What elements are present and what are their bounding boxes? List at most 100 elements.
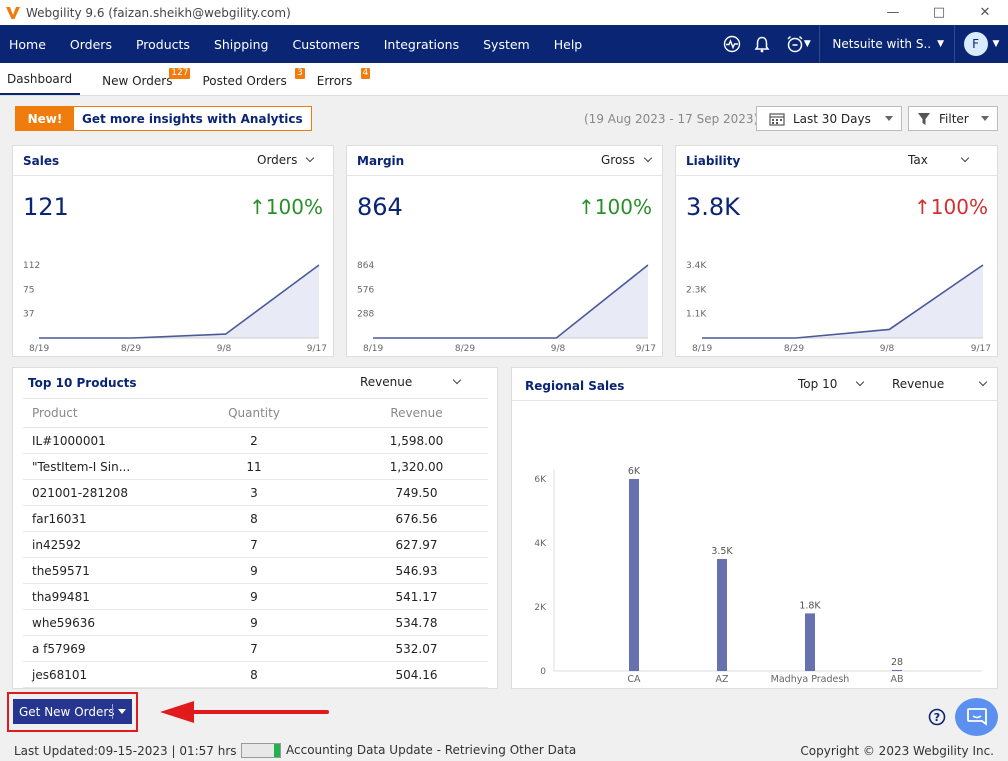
user-menu[interactable]: F ▼ [954,25,1008,63]
regional-sales-card: Regional Sales Top 10 Revenue 6K 4K 2K 0 6K C… [511,367,998,689]
tab-label: Dashboard [7,72,73,86]
product-cell: in42592 [32,537,82,552]
caret-down-icon [885,116,893,121]
period-dropdown[interactable]: Last 30 Days [756,106,902,131]
kpi-change: ↑100% [578,195,652,219]
margin-card: Margin Gross 864 ↑100% 864 576 288 8/19 8/29… [346,145,663,357]
alarm-clock-icon[interactable]: ▼ [777,25,819,63]
nav-home[interactable]: Home [9,36,46,52]
top-n-selector[interactable]: Top 10 [798,377,865,391]
x-tick-label: 8/19 [363,344,383,354]
last-updated: Last Updated:09-15-2023 | 01:57 hrs | [14,744,245,758]
table-row[interactable]: 021001-281208 3 749.50 [23,480,488,506]
get-new-orders-button[interactable]: Get New Orders [13,699,132,724]
metric-selector[interactable]: Revenue [360,375,462,389]
product-cell: whe59636 [32,615,95,630]
selector-value: Tax [908,153,928,167]
tab-dashboard[interactable]: Dashboard [0,72,81,95]
card-header: Regional Sales Top 10 Revenue [512,368,997,401]
tab-label: Posted Orders [202,74,287,88]
card-title: Sales [23,154,60,168]
table-row[interactable]: "TestItem-I Sin... 11 1,320.00 [23,454,488,480]
nav-products[interactable]: Products [135,36,190,52]
maximize-button[interactable]: □ [932,5,946,20]
tab-new-orders[interactable]: New Orders 127 [94,68,191,95]
x-tick-label: 8/29 [455,344,475,354]
selector-value: Top 10 [798,377,838,391]
tab-errors[interactable]: Errors 4 [309,68,371,95]
status-bar: Last Updated:09-15-2023 | 01:57 hrs | Ac… [0,740,1008,761]
bar[interactable] [629,479,639,671]
x-tick-label: 8/29 [784,344,804,354]
quantity-cell: 9 [250,589,258,604]
activity-icon[interactable] [717,25,747,63]
y-tick-label: 0 [540,667,546,677]
nav-integrations[interactable]: Integrations [383,36,460,52]
product-cell: far16031 [32,511,87,526]
table-row[interactable]: a f57969 7 532.07 [23,636,488,662]
nav-orders[interactable]: Orders [69,36,112,52]
sparkline-area [702,265,983,338]
filter-dropdown[interactable]: Filter [908,106,998,131]
data-label: 28 [891,657,903,668]
account-selector[interactable]: Netsuite with S.. ▼ [819,25,954,63]
help-icon[interactable]: ? [928,708,946,726]
quantity-cell: 3 [250,485,258,500]
table-row[interactable]: in42592 7 627.97 [23,532,488,558]
y-tick-label: 864 [357,261,374,271]
tab-posted-orders[interactable]: Posted Orders 3 [194,68,305,95]
quantity-cell: 9 [250,615,258,630]
tab-label: Errors [316,74,353,88]
table-row[interactable]: tha99481 9 541.17 [23,584,488,610]
x-tick-label: 8/19 [29,344,49,354]
period-value: Last 30 Days [793,111,871,126]
y-tick-label: 288 [357,310,374,320]
new-tag: New! [16,107,74,130]
table-row[interactable]: far16031 8 676.56 [23,506,488,532]
close-button[interactable]: ✕ [979,5,991,20]
selector-value: Revenue [360,375,413,389]
chat-button[interactable] [955,698,998,736]
metric-selector[interactable]: Orders [257,153,315,167]
table-row[interactable]: IL#1000001 2 1,598.00 [23,428,488,454]
nav-system[interactable]: System [483,36,530,52]
column-header-revenue: Revenue [390,406,443,420]
revenue-cell: 532.07 [395,641,438,656]
progress-fill [274,744,280,757]
liability-sparkline: 3.4K 2.3K 1.1K 8/19 8/29 9/8 9/17 [686,261,991,354]
metric-selector[interactable]: Gross [601,153,653,167]
selector-value: Gross [601,153,635,167]
product-cell: jes68101 [32,667,88,682]
bar[interactable] [717,559,727,671]
sales-sparkline: 112 75 37 8/19 8/29 9/8 9/17 [23,261,327,354]
top-products-table: Product Quantity Revenue IL#1000001 2 1,59… [23,398,488,688]
bell-icon[interactable] [747,25,777,63]
bar[interactable] [892,670,902,671]
account-label: Netsuite with S.. [832,37,932,51]
table-row[interactable]: the59571 9 546.93 [23,558,488,584]
table-row[interactable]: jes68101 8 504.16 [23,662,488,688]
caret-down-icon[interactable] [118,709,126,714]
metric-selector[interactable]: Tax [908,153,970,167]
analytics-banner[interactable]: New! Get more insights with Analytics [15,106,312,131]
chevron-down-icon: ▼ [992,39,1000,49]
nav-customers[interactable]: Customers [292,36,360,52]
sparkline-area [373,265,648,338]
copyright: Copyright © 2023 Webgility Inc. [800,744,994,758]
revenue-cell: 1,598.00 [389,433,444,448]
bar[interactable] [805,613,815,671]
nav-help[interactable]: Help [553,36,583,52]
highlight-box [7,692,138,732]
avatar: F [963,32,988,56]
kpi-change: ↑100% [914,195,988,219]
date-range-text: (19 Aug 2023 - 17 Sep 2023) [584,112,759,126]
x-tick-label: Madhya Pradesh [771,674,850,685]
minimize-button[interactable]: — [886,5,900,20]
calendar-icon [769,112,785,126]
x-tick-label: 9/8 [551,344,566,354]
metric-selector[interactable]: Revenue [892,377,988,391]
filter-label: Filter [939,111,969,126]
table-row[interactable]: whe59636 9 534.78 [23,610,488,636]
nav-shipping[interactable]: Shipping [213,36,269,52]
analytics-link[interactable]: Get more insights with Analytics [82,111,303,126]
